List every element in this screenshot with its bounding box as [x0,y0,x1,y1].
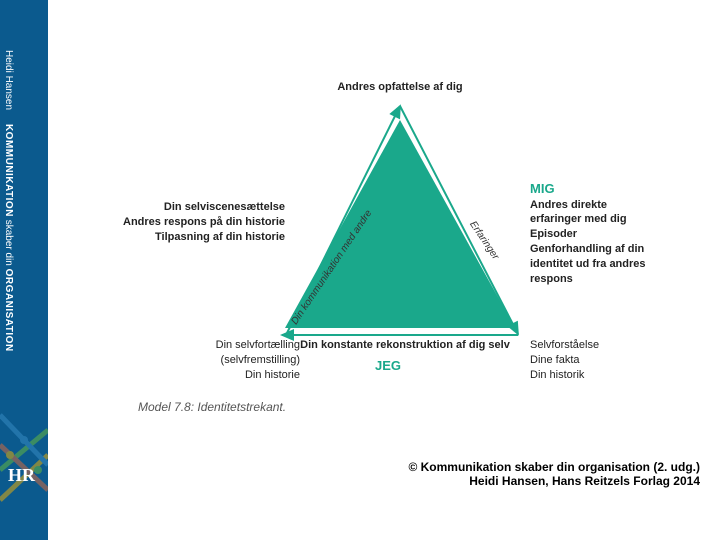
bottom-center-label: Din konstante rekonstruktion af dig selv [290,338,520,353]
jeg-label: JEG [375,358,401,373]
sidebar-title-p2: skaber din [3,220,14,266]
bottom-left-label: Din selvfortælling(selvfremstilling)Din … [145,338,300,383]
bottom-right-label: SelvforståelseDine faktaDin historik [530,338,680,383]
sidebar-author: Heidi Hansen [3,50,14,110]
sidebar-title-p3: ORGANISATION [3,269,14,352]
triangle-shape [285,120,515,328]
copyright-footer: © Kommunikation skaber din organisation … [408,460,700,488]
apex-label: Andres opfattelse af dig [320,80,480,95]
figure-caption: Model 7.8: Identitetstrekant. [138,400,286,414]
mig-label: MIG [530,180,690,198]
right-mid-block: MIG Andres direkteerfaringer med digEpis… [530,180,690,287]
publisher-logo: HR [8,465,35,486]
sidebar-title-p1: KOMMUNIKATION [3,124,14,217]
left-mid-label: Din selviscenesættelseAndres respons på … [110,200,285,245]
sidebar: Heidi Hansen KOMMUNIKATION skaber din OR… [0,0,48,540]
left-mid-text: Din selviscenesættelseAndres respons på … [123,201,285,243]
identity-triangle-diagram: Andres opfattelse af dig Din selviscenes… [110,80,670,420]
footer-line-2: Heidi Hansen, Hans Reitzels Forlag 2014 [408,474,700,488]
sidebar-title: Heidi Hansen KOMMUNIKATION skaber din OR… [3,50,14,490]
footer-line-1: © Kommunikation skaber din organisation … [408,460,700,474]
right-mid-text: Andres direkteerfaringer med digEpisoder… [530,198,690,287]
